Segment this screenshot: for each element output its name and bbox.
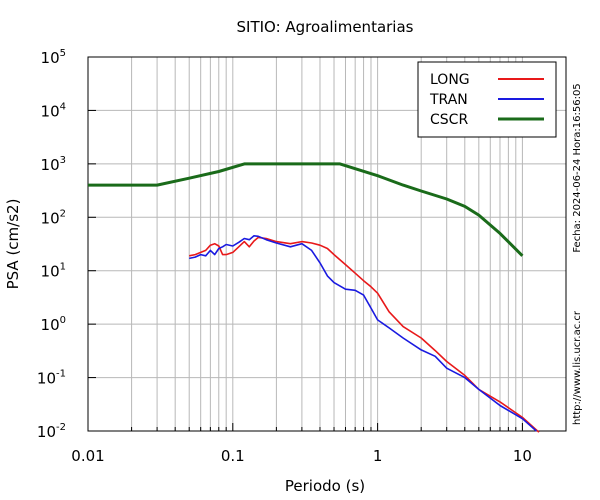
source-url: http://www.lis.ucr.ac.cr: [572, 310, 583, 425]
y-tick-label: 104: [41, 101, 66, 120]
y-axis-label: PSA (cm/s2): [4, 199, 22, 290]
legend: LONG TRAN CSCR: [417, 61, 557, 138]
x-tick-label: 0.1: [221, 447, 245, 465]
y-tick-label: 103: [41, 155, 66, 174]
legend-label-tran: TRAN: [429, 92, 468, 108]
x-axis-label: Periodo (s): [285, 477, 365, 495]
y-tick-label: 101: [41, 262, 66, 281]
plot-frame: [87, 56, 567, 432]
chart-title: SITIO: Agroalimentarias: [237, 18, 414, 36]
date-stamp: Fecha: 2024-06-24 Hora:16:56:05: [572, 83, 583, 252]
y-tick-label: 102: [41, 208, 66, 227]
legend-label-long: LONG: [430, 72, 470, 88]
legend-label-cscr: CSCR: [430, 112, 468, 128]
x-tick-label: 0.01: [71, 447, 104, 465]
x-tick-label: 10: [513, 447, 532, 465]
series-layer: [88, 162, 540, 433]
y-tick-label: 10-2: [37, 422, 66, 441]
y-tick-label: 100: [41, 315, 66, 334]
x-tick-label: 1: [373, 447, 383, 465]
series-line-tran: [189, 235, 537, 432]
series-line-cscr: [88, 162, 524, 257]
y-tick-label: 10-1: [37, 369, 66, 388]
y-tick-label: 105: [41, 48, 66, 67]
tick-layer: 0.01 0.1 1 10 10-2 10-1 100 101 102 103 104 105: [37, 48, 567, 465]
